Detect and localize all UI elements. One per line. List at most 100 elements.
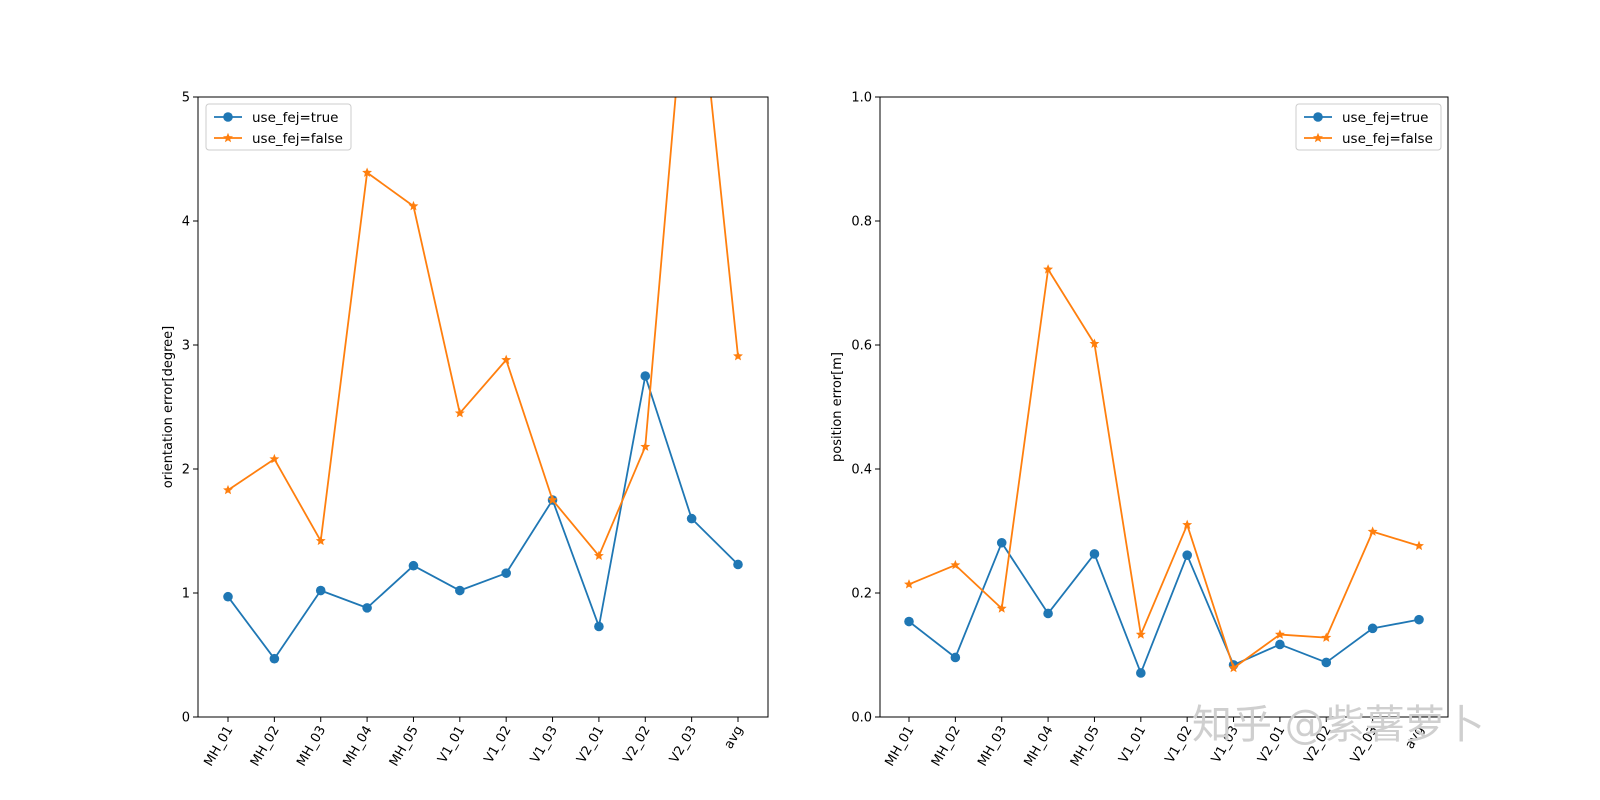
x-tick-label: V2_02 [621,724,654,766]
x-tick-label: MH_03 [294,724,329,770]
legend-box [1295,103,1442,151]
y-axis-label: orientation error[degree] [161,326,176,488]
data-point-circle [362,603,372,613]
legend-marker-circle [1313,112,1323,122]
data-point-circle [950,652,961,663]
data-point-star [950,559,961,570]
data-point-star [547,494,558,505]
axes-frame [879,96,1449,718]
data-point-circle [1367,623,1378,634]
y-tick-label: 2 [182,463,190,478]
data-point-star [1367,526,1378,536]
x-tick-label: V1_01 [1116,724,1149,766]
data-point-star [223,484,233,495]
x-tick-label: avg [722,724,747,752]
data-point-circle [733,559,743,570]
data-point-circle [269,653,280,664]
data-point-star [408,200,419,211]
x-tick-label: MH_01 [201,724,236,770]
legend: use_fej=true use_fej=false [205,103,352,151]
data-point-star [1135,629,1146,639]
plot-area [904,264,1424,678]
data-point-circle [1275,639,1285,650]
x-tick-label: V1_01 [435,724,468,766]
data-point-star [1228,662,1239,673]
x-tick-label: V2_03 [667,724,700,766]
watermark: 知乎 @紫薯萝卜 [1192,702,1485,748]
data-point-star [1414,540,1424,551]
data-point-circle [1321,657,1332,668]
y-axis-label: position error[m] [830,352,845,462]
data-point-circle [455,585,465,596]
y-tick-label: 0.4 [851,463,872,478]
x-tick-label: V1_02 [1163,724,1196,766]
data-point-star [904,579,914,589]
data-point-circle [640,371,651,381]
x-tick-label: V1_02 [482,724,515,766]
data-point-circle [904,616,914,627]
legend: use_fej=true use_fej=false [1295,103,1442,151]
y-tick-label: 0.8 [851,215,872,230]
x-tick-label: MH_04 [1022,724,1057,770]
legend-box [205,103,352,151]
x-tick-label: MH_04 [341,724,376,770]
data-point-star [362,167,373,177]
y-tick-label: 4 [182,215,190,230]
data-point-circle [223,591,233,602]
x-tick-label: MH_05 [1068,724,1103,770]
legend-label: use_fej=false [252,131,343,147]
data-point-circle [1043,608,1053,619]
data-point-circle [1089,549,1100,559]
x-tick-label: MH_01 [882,724,917,770]
data-point-star [593,550,604,561]
x-tick-label: V1_03 [528,724,561,766]
legend-label: use_fej=true [1342,110,1428,126]
data-point-circle [1136,668,1146,678]
x-tick-label: MH_02 [929,724,964,770]
data-point-star [1274,629,1285,639]
series-line-use-fej-false [227,97,739,557]
y-tick-label: 0.0 [851,711,872,726]
data-point-star [996,603,1007,613]
data-point-circle [408,560,419,571]
data-point-star [1321,632,1332,642]
legend-marker-star [1313,132,1323,143]
y-tick-label: 3 [182,339,190,354]
orientation-error-chart: 0 1 2 3 4 5 MH_01 MH_02 MH_03 MH_04 MH_05 V1_01 V1_0… [161,91,769,770]
data-point-star [640,441,651,451]
data-point-circle [1414,614,1424,625]
y-tick-label: 0.2 [851,587,872,602]
data-point-star [454,408,465,418]
y-tick-label: 5 [182,91,190,106]
series-line-use-fej-false [908,268,1420,669]
data-point-star [269,453,280,464]
data-point-circle [315,585,326,596]
series-line-use-fej-true [227,375,739,660]
plot-area [223,97,743,664]
data-point-star [315,535,326,546]
y-tick-label: 0.6 [851,339,872,354]
legend-label: use_fej=true [252,110,338,126]
x-tick-label: MH_05 [387,724,422,770]
legend-label: use_fej=false [1342,131,1433,147]
data-point-star [1089,338,1100,348]
y-tick-label: 1 [182,587,190,602]
legend-marker-circle [223,112,233,122]
data-point-star [1182,519,1193,530]
data-point-circle [1182,550,1192,560]
y-tick-label: 1.0 [851,91,872,106]
x-tick-label: MH_03 [975,724,1010,770]
x-tick-label: MH_02 [248,724,283,770]
axes-frame [197,96,769,718]
x-tick-label: V2_01 [574,724,607,766]
data-point-circle [501,568,511,578]
data-point-circle [686,513,697,524]
series-line-use-fej-true [908,541,1420,674]
position-error-chart: 0.0 0.2 0.4 0.6 0.8 1.0 MH_01 MH_02 MH_03 MH_04 MH… [830,91,1449,770]
data-point-star [1043,264,1054,274]
data-point-star [501,354,512,365]
data-point-star [733,350,743,361]
data-point-circle [996,537,1007,548]
data-point-circle [594,621,604,632]
